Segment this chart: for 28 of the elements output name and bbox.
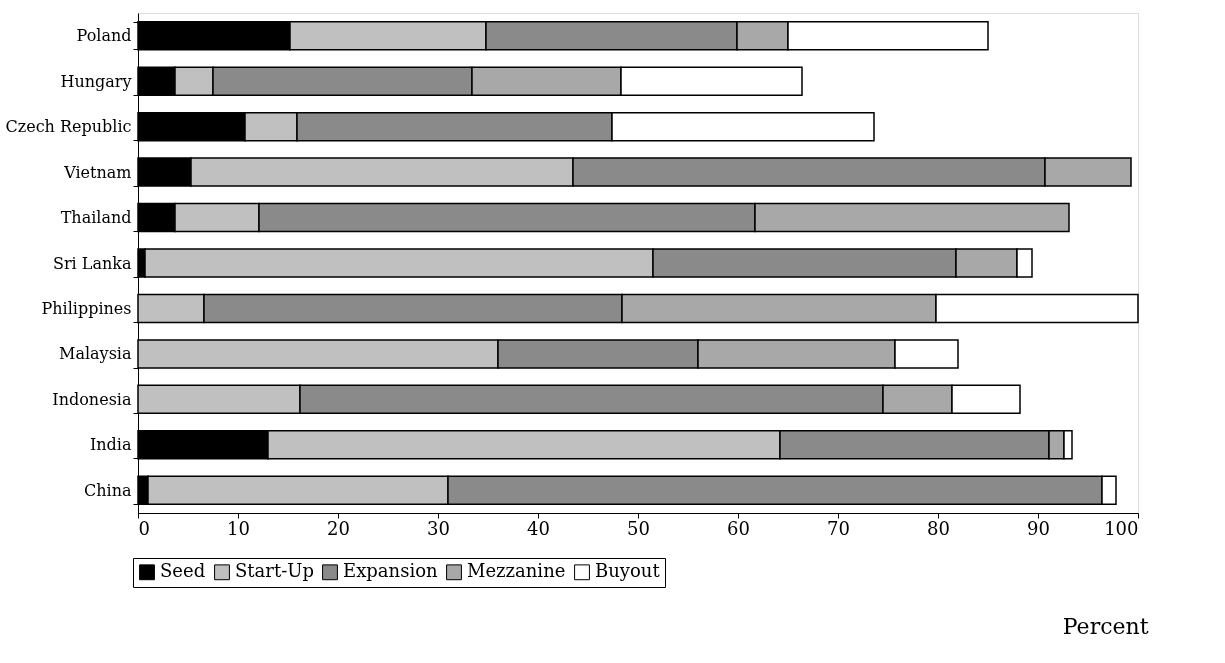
x-tick-label: 30 bbox=[427, 517, 450, 539]
x-tick-label: 40 bbox=[527, 517, 550, 539]
x-axis-title: Percent bbox=[1062, 613, 1149, 639]
y-tick-label: Thailand bbox=[60, 208, 132, 228]
legend-label: Expansion bbox=[343, 560, 438, 582]
y-tick-label: Vietnam bbox=[63, 162, 132, 182]
y-tick-label: China bbox=[83, 480, 132, 500]
y-tick-label: Malaysia bbox=[59, 344, 132, 364]
legend-label: Buyout bbox=[595, 560, 661, 582]
y-tick-label: Poland bbox=[76, 26, 132, 46]
y-tick-label: Hungary bbox=[60, 71, 132, 91]
y-tick-label: Czech Republic bbox=[5, 117, 132, 137]
x-tick-label: 70 bbox=[827, 517, 850, 539]
x-tick-label: 90 bbox=[1027, 517, 1050, 539]
x-tick-label: 100 bbox=[1104, 517, 1139, 539]
x-tick-label: 20 bbox=[327, 517, 350, 539]
x-tick-label: 50 bbox=[627, 517, 650, 539]
legend-label: Mezzanine bbox=[467, 560, 566, 582]
y-tick-label: Philippines bbox=[41, 298, 132, 318]
x-tick-label: 10 bbox=[227, 517, 250, 539]
x-tick-label: 0 bbox=[138, 517, 150, 539]
x-tick-label: 60 bbox=[727, 517, 750, 539]
x-tick-label: 80 bbox=[927, 517, 950, 539]
legend-label: Start-Up bbox=[235, 560, 314, 582]
y-tick-label: Indonesia bbox=[52, 389, 132, 409]
legend-label: Seed bbox=[160, 560, 206, 582]
y-tick-label: India bbox=[89, 435, 132, 455]
y-tick-label: Sri Lanka bbox=[52, 253, 132, 273]
